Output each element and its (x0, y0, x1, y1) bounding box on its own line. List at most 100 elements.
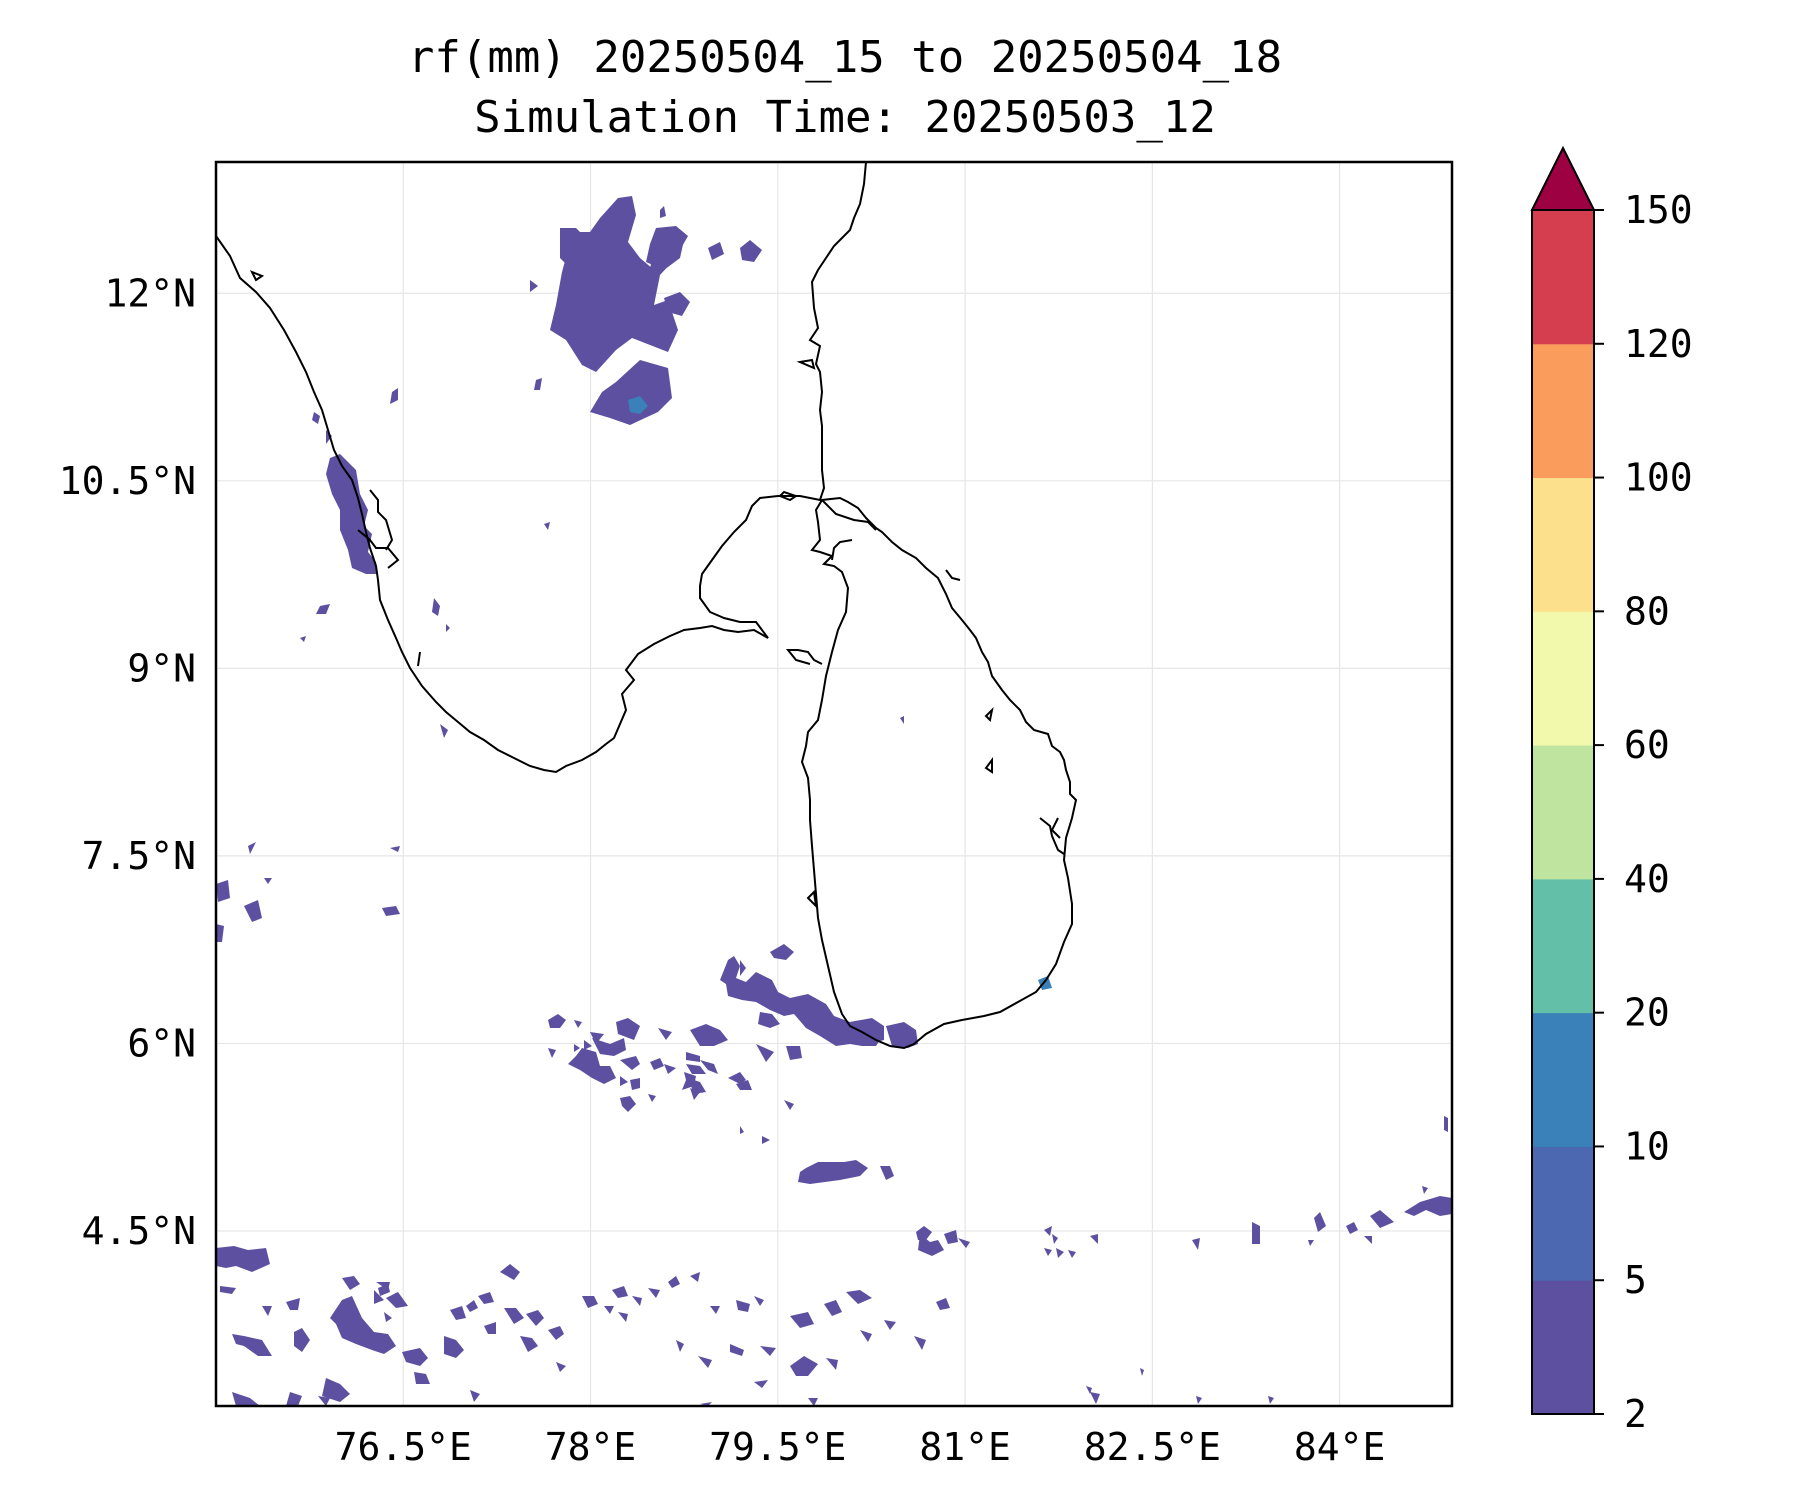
rain-cell (384, 1312, 392, 1322)
rain-cell (612, 1286, 628, 1298)
rain-cell (386, 1292, 408, 1308)
rain-cell (216, 924, 224, 942)
lagoon (417, 651, 421, 667)
colorbar-segment (1532, 745, 1594, 880)
colorbar-segment (1532, 1280, 1594, 1415)
rain-cell (216, 1246, 270, 1272)
rain-cell (294, 1328, 310, 1352)
rain-cell (758, 1012, 780, 1028)
lon-tick-label: 82.5°E (1084, 1425, 1221, 1469)
rain-cell (318, 1396, 330, 1406)
lagoon (796, 358, 816, 370)
rain-cell (1364, 1236, 1372, 1244)
rain-cell (574, 1044, 580, 1052)
coastline (216, 162, 1078, 1050)
rain-cell (316, 604, 330, 614)
rain-cell (526, 1310, 544, 1326)
rain-cell (880, 1166, 894, 1180)
coast-detail (806, 889, 818, 909)
rain-cell (374, 1290, 384, 1304)
rain-cell (560, 228, 590, 270)
colorbar-segment (1532, 210, 1594, 345)
rain-cell (686, 1052, 700, 1062)
rain-cell (740, 240, 762, 262)
rain-cell (1056, 1248, 1064, 1258)
lat-tick-label: 9°N (127, 646, 196, 690)
rain-cell (730, 1344, 744, 1356)
colorbar-tick-label: 150 (1624, 188, 1693, 232)
coast-detail (1039, 817, 1065, 855)
map-gridlines (216, 162, 1452, 1406)
lat-tick-label: 6°N (127, 1021, 196, 1065)
jaffna-inlet (831, 539, 853, 561)
rain-cell (620, 1096, 636, 1112)
rain-cell (700, 1060, 718, 1074)
rain-cell (248, 842, 256, 854)
rain-cell (664, 1064, 676, 1074)
colorbar-tick-label: 80 (1624, 589, 1670, 633)
colorbar-tick-label: 100 (1624, 456, 1693, 500)
rain-cell (220, 1286, 236, 1294)
rain-cell (686, 1064, 706, 1074)
rain-cell (548, 1326, 564, 1340)
rain-cell (544, 522, 550, 530)
rain-cell (1090, 1392, 1100, 1404)
rain-cell (586, 1058, 598, 1070)
colorbar: 2 5 10 20 40 60 80 100 120 150 (1530, 145, 1693, 1436)
rain-cell (720, 956, 880, 1046)
rain-cell (620, 1076, 628, 1086)
rain-cell (312, 412, 320, 424)
longitude-axis-labels: 76.5°E 78°E 79.5°E 81°E 82.5°E 84°E (335, 1425, 1386, 1469)
rain-cell (414, 1372, 430, 1384)
colorbar-tick-label: 60 (1624, 723, 1670, 767)
rain-cell (286, 1298, 300, 1310)
rain-cell (590, 1032, 604, 1044)
rain-cell (300, 636, 306, 642)
rain-cell (1422, 1186, 1428, 1194)
rain-cell (668, 1276, 680, 1288)
india-coastline (216, 162, 867, 774)
colorbar-segment (1532, 611, 1594, 746)
rain-cell (1068, 1250, 1076, 1258)
colorbar-tick-label: 5 (1624, 1258, 1647, 1302)
rain-cell (914, 1336, 926, 1350)
coast-detail (984, 706, 994, 723)
rain-cell (382, 906, 400, 916)
rain-cell (478, 1292, 494, 1304)
rain-cell (790, 1356, 818, 1376)
rain-cell (390, 388, 398, 404)
colorbar-segment (1532, 1146, 1594, 1281)
rain-cell (886, 1022, 918, 1048)
rain-cell (760, 1346, 776, 1356)
rain-cell (584, 1040, 592, 1050)
rain-cell (1044, 1248, 1052, 1256)
rain-cell (432, 598, 440, 616)
rain-cell (708, 242, 724, 260)
colorbar-tick-label: 120 (1624, 322, 1693, 366)
lat-tick-label: 12°N (104, 271, 196, 315)
rain-cell (1252, 1222, 1260, 1244)
rain-cell (1090, 1234, 1098, 1244)
rain-cell (520, 1336, 538, 1352)
rainfall-contours (216, 196, 1452, 1406)
rain-cell (648, 1288, 660, 1298)
rain-cell (484, 1322, 496, 1334)
map-title-line1: rf(mm) 20250504_15 to 20250504_18 (407, 32, 1283, 83)
rain-cell (1314, 1212, 1326, 1232)
rain-cell (592, 1038, 626, 1056)
rain-cell (322, 1378, 350, 1402)
rain-cell (786, 1046, 802, 1060)
lagoon (369, 489, 394, 551)
rain-cell (690, 1088, 700, 1100)
rain-cell (698, 1356, 712, 1368)
rain-cell (330, 1296, 396, 1354)
lat-tick-label: 7.5°N (82, 834, 196, 878)
coast-detail (945, 569, 961, 581)
rain-cell (1086, 1386, 1092, 1394)
colorbar-segment (1532, 477, 1594, 612)
rain-cell (548, 1014, 566, 1028)
sri-lanka-coastline (800, 496, 1078, 1050)
rain-cell (808, 1398, 818, 1406)
rain-cell (376, 1282, 390, 1290)
